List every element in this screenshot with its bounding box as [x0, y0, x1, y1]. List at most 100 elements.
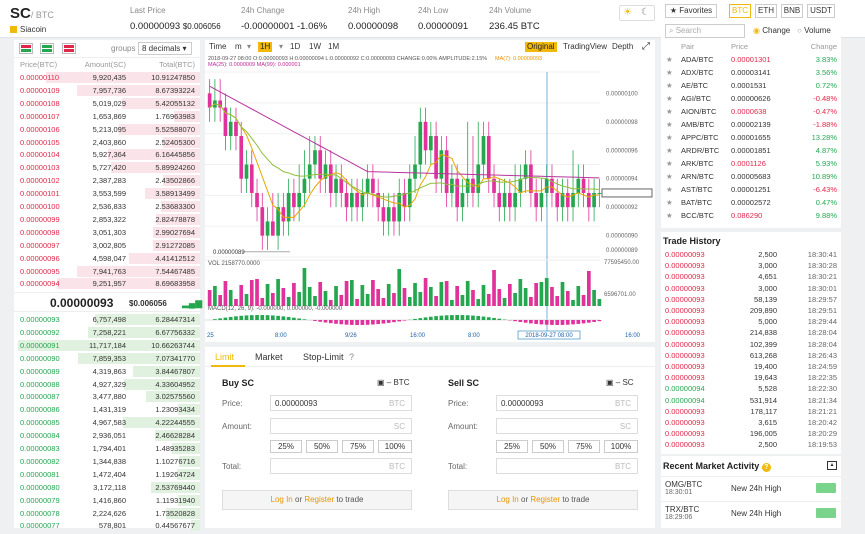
sell-75-button[interactable]: 75% [568, 440, 600, 453]
ask-row[interactable]: 0.00000104 5,927,364 6.16445856 [14, 149, 200, 161]
star-icon[interactable]: ★ [666, 81, 673, 90]
candlestick-chart[interactable]: 2018-09-27 08:00 O:0.00000093 H:0.000000… [205, 54, 655, 342]
sell-login-prompt[interactable]: Log In or Register to trade [448, 490, 638, 510]
tab-usdt[interactable]: USDT [807, 4, 835, 18]
ask-row[interactable]: 0.00000101 3,553,599 3.58913499 [14, 188, 200, 200]
interval-1h[interactable]: 1H [258, 42, 273, 52]
sell-price-input[interactable]: 0.00000093 BTC [496, 395, 638, 411]
chevron-down-icon[interactable]: ▾ [247, 42, 252, 51]
buy-75-button[interactable]: 75% [342, 440, 374, 453]
buy-50-button[interactable]: 50% [306, 440, 338, 453]
bid-row[interactable]: 0.00000088 4,927,329 4.33604952 [14, 378, 200, 390]
sell-amount-input[interactable]: SC [496, 418, 638, 434]
chevron-down-icon[interactable]: ▾ [279, 42, 284, 51]
tab-btc[interactable]: BTC [729, 4, 751, 18]
star-icon[interactable]: ★ [666, 133, 673, 142]
bid-row[interactable]: 0.00000085 4,967,583 4.22244555 [14, 417, 200, 429]
star-icon[interactable]: ★ [666, 94, 673, 103]
tab-stop-limit[interactable]: Stop-Limit [303, 352, 344, 362]
ask-row[interactable]: 0.00000106 5,213,095 5.52588070 [14, 123, 200, 135]
buy-total-input[interactable]: BTC [270, 458, 412, 474]
buy-100-button[interactable]: 100% [378, 440, 412, 453]
bid-row[interactable]: 0.00000089 4,319,863 3.84467807 [14, 365, 200, 377]
star-icon[interactable]: ★ [666, 107, 673, 116]
login-link[interactable]: Log In [270, 495, 293, 504]
bids-only-icon[interactable] [40, 43, 54, 54]
bid-row[interactable]: 0.00000087 3,477,880 3.02575560 [14, 391, 200, 403]
collapse-icon[interactable]: ▴ [827, 461, 837, 470]
activity-row[interactable]: TRX/BTC 18:29:06 New 24h High [661, 501, 841, 525]
both-sides-icon[interactable] [19, 43, 33, 54]
ask-row[interactable]: 0.00000096 4,598,047 4.41412512 [14, 252, 200, 264]
bid-row[interactable]: 0.00000079 1,416,860 1.11931940 [14, 494, 200, 506]
login-link[interactable]: Log In [496, 495, 519, 504]
bid-row[interactable]: 0.00000084 2,936,051 2.46628284 [14, 430, 200, 442]
ask-row[interactable]: 0.00000100 2,536,833 2.53683300 [14, 201, 200, 212]
star-icon[interactable]: ★ [666, 172, 673, 181]
bid-row[interactable]: 0.00000083 1,794,401 1.48935283 [14, 443, 200, 454]
activity-row[interactable]: OMG/BTC 18:30:01 New 24h High [661, 476, 841, 500]
bid-row[interactable]: 0.00000086 1,431,319 1.23093434 [14, 404, 200, 416]
tab-market[interactable]: Market [255, 352, 283, 362]
ask-row[interactable]: 0.00000110 9,920,435 10.91247850 [14, 72, 200, 83]
star-icon[interactable]: ★ [666, 120, 673, 129]
ask-row[interactable]: 0.00000099 2,853,322 2.82478878 [14, 213, 200, 225]
market-row[interactable]: ★ AST/BTC 0.00001251 -6.43% [666, 185, 837, 194]
help-icon[interactable]: ? [761, 463, 771, 472]
ask-row[interactable]: 0.00000094 9,251,957 8.69683958 [14, 278, 200, 290]
theme-toggle[interactable]: ☀ ☾ [619, 5, 655, 21]
interval-1m[interactable]: 1M [328, 42, 340, 51]
bid-row[interactable]: 0.00000091 11,717,184 10.66263744 [14, 339, 200, 351]
buy-price-input[interactable]: 0.00000093 BTC [270, 395, 412, 411]
star-icon[interactable]: ★ [666, 55, 673, 64]
star-icon[interactable]: ★ [666, 159, 673, 168]
star-icon[interactable]: ★ [666, 198, 673, 207]
coin-name[interactable]: Siacoin [10, 25, 46, 34]
tab-favorites[interactable]: ★ Favorites [665, 4, 717, 18]
bid-row[interactable]: 0.00000092 7,258,221 6.67756332 [14, 326, 200, 338]
interval-1w[interactable]: 1W [309, 42, 321, 51]
star-icon[interactable]: ★ [666, 185, 673, 194]
sort-volume-radio[interactable]: ○ Volume [797, 26, 831, 35]
market-row[interactable]: ★ BCC/BTC 0.086290 9.88% [666, 211, 837, 220]
ask-row[interactable]: 0.00000103 5,727,420 5.89924260 [14, 162, 200, 174]
bid-row[interactable]: 0.00000093 6,757,498 6.28447314 [14, 314, 200, 325]
sell-100-button[interactable]: 100% [604, 440, 638, 453]
market-row[interactable]: ★ AGI/BTC 0.00000626 -0.48% [666, 94, 837, 103]
register-link[interactable]: Register [530, 495, 561, 504]
sell-total-input[interactable]: BTC [496, 458, 638, 474]
ask-row[interactable]: 0.00000108 5,019,029 5.42055132 [14, 97, 200, 109]
buy-amount-input[interactable]: SC [270, 418, 412, 434]
bid-row[interactable]: 0.00000090 7,859,353 7.07341770 [14, 352, 200, 364]
bid-row[interactable]: 0.00000077 578,801 0.44567677 [14, 520, 200, 532]
moon-icon[interactable]: ☾ [641, 7, 650, 18]
ask-row[interactable]: 0.00000105 2,403,860 2.52405300 [14, 136, 200, 148]
market-row[interactable]: ★ ARN/BTC 0.00005683 10.89% [666, 172, 837, 181]
interval-1d[interactable]: 1D [290, 42, 301, 51]
sell-25-button[interactable]: 25% [496, 440, 528, 453]
sort-change-radio[interactable]: ◉ Change [753, 26, 791, 35]
market-row[interactable]: ★ ADX/BTC 0.00003141 3.56% [666, 68, 837, 77]
tab-limit[interactable]: Limit [215, 352, 235, 362]
ask-row[interactable]: 0.00000095 7,941,763 7.54467485 [14, 265, 200, 277]
buy-login-prompt[interactable]: Log In or Register to trade [222, 490, 412, 510]
sun-icon[interactable]: ☀ [623, 7, 632, 18]
fullscreen-icon[interactable]: ⤢ [642, 41, 650, 52]
view-depth[interactable]: Depth [612, 42, 634, 51]
market-row[interactable]: ★ APPC/BTC 0.00001655 13.28% [666, 133, 837, 142]
view-tradingview[interactable]: TradingView [563, 42, 608, 51]
register-link[interactable]: Register [304, 495, 335, 504]
bid-row[interactable]: 0.00000080 3,172,118 2.53769440 [14, 481, 200, 493]
market-search-input[interactable]: ⌕ Search [665, 24, 745, 38]
tab-eth[interactable]: ETH [755, 4, 777, 18]
star-icon[interactable]: ★ [666, 211, 673, 220]
ask-row[interactable]: 0.00000109 7,957,736 8.67393224 [14, 84, 200, 96]
view-original[interactable]: Original [525, 42, 557, 52]
tab-bnb[interactable]: BNB [781, 4, 803, 18]
ask-row[interactable]: 0.00000097 3,002,805 2.91272085 [14, 239, 200, 251]
buy-25-button[interactable]: 25% [270, 440, 302, 453]
market-row[interactable]: ★ ARDR/BTC 0.00001851 4.87% [666, 146, 837, 155]
bid-row[interactable]: 0.00000081 1,472,404 1.19264724 [14, 468, 200, 480]
star-icon[interactable]: ★ [666, 68, 673, 77]
interval-minutes[interactable]: m [235, 42, 242, 51]
